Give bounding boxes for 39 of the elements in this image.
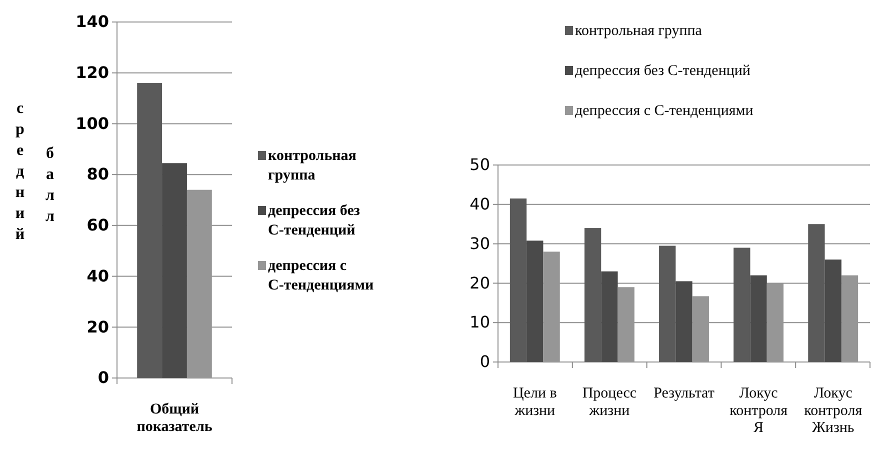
y-axis-title: средний балл bbox=[12, 100, 58, 247]
bar bbox=[584, 228, 602, 362]
y-tick-label: 30 bbox=[470, 234, 490, 253]
y-tick-label: 0 bbox=[480, 352, 490, 372]
y-tick-label: 80 bbox=[86, 164, 109, 184]
legend-label: контрольная группа bbox=[575, 23, 702, 39]
x-tick-label: Локус контроля Я bbox=[730, 386, 788, 436]
x-tick-label: Общий показатель bbox=[136, 402, 212, 435]
legend-label: депрессия без С-тенденций bbox=[575, 63, 750, 79]
bar bbox=[137, 83, 162, 378]
x-tick-label: Процесс жизни bbox=[582, 386, 637, 419]
x-tick-label: Цели в жизни bbox=[512, 386, 557, 419]
bar bbox=[750, 275, 767, 362]
x-tick-label: Локус контроля Жизнь bbox=[804, 386, 862, 436]
y-tick-label: 60 bbox=[86, 216, 109, 235]
y-tick-label: 40 bbox=[470, 194, 490, 214]
legend-label: контрольная группа bbox=[268, 148, 356, 184]
y-tick-label: 20 bbox=[86, 317, 109, 336]
x-tick-label: Результат bbox=[654, 386, 715, 402]
y-tick-label: 0 bbox=[98, 368, 109, 388]
bar bbox=[601, 271, 618, 362]
y-tick-label: 140 bbox=[76, 12, 109, 32]
y-tick-label: 120 bbox=[76, 62, 109, 82]
legend-label: депрессия без С-тенденций bbox=[268, 203, 360, 238]
bar bbox=[734, 248, 750, 362]
legend-label: депрессия с С-тенденциями bbox=[575, 103, 754, 119]
y-tick-label: 10 bbox=[470, 312, 490, 332]
bar bbox=[162, 163, 187, 378]
bar bbox=[659, 246, 676, 362]
bar bbox=[510, 198, 527, 362]
bar bbox=[808, 224, 825, 362]
legend-label: депрессия с С-тенденциями bbox=[268, 258, 374, 294]
bar bbox=[824, 260, 842, 362]
y-tick-label: 50 bbox=[470, 155, 490, 174]
y-tick-label: 100 bbox=[76, 114, 109, 133]
bar bbox=[676, 281, 692, 362]
y-tick-label: 20 bbox=[470, 273, 490, 292]
bar bbox=[526, 240, 544, 362]
y-tick-label: 40 bbox=[86, 266, 109, 286]
